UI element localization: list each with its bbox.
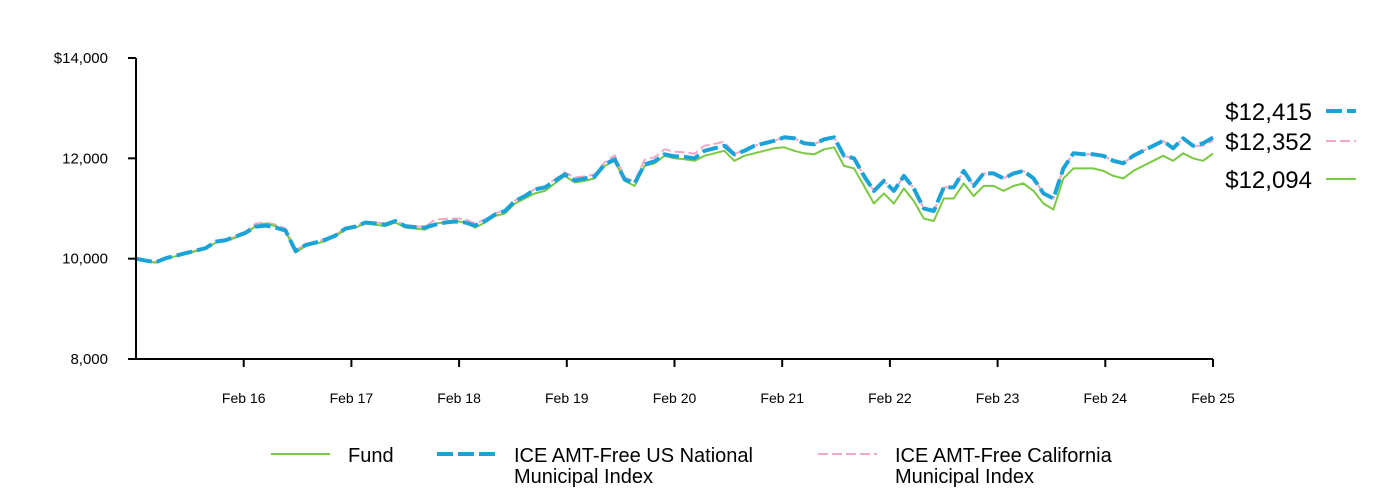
y-tick-label: 12,000 (62, 150, 108, 167)
end-value-labels: $12,415 $12,352 $12,094 (1225, 99, 1356, 194)
legend: Fund ICE AMT-Free US National Municipal In… (271, 445, 1113, 488)
y-tick-label: $14,000 (54, 50, 108, 67)
x-tick-label: Feb 17 (330, 390, 374, 406)
x-tick-label: Feb 21 (760, 390, 804, 406)
legend-label: ICE AMT-Free US National Municipal Index (514, 445, 753, 488)
y-tick-label: 10,000 (62, 251, 108, 268)
x-tick-label: Feb 22 (868, 390, 912, 406)
x-tick-label: Feb 18 (437, 390, 481, 406)
x-tick-label: Feb 20 (653, 390, 697, 406)
x-tick-label: Feb 19 (545, 390, 589, 406)
x-axis-ticks: Feb 16 Feb 17 Feb 18 Feb 19 Feb 20 Feb 21 Feb … (222, 359, 1235, 406)
series-lines (135, 135, 1215, 265)
y-tick-label: 8,000 (70, 351, 108, 368)
x-tick-label: Feb 23 (976, 390, 1020, 406)
series-line-us-national-index (135, 135, 1215, 265)
x-tick-label: Feb 24 (1084, 390, 1128, 406)
x-tick-label: Feb 16 (222, 390, 266, 406)
legend-label: Fund (348, 445, 394, 467)
end-value-label: $12,094 (1225, 167, 1312, 194)
end-value-label: $12,352 (1225, 129, 1312, 156)
x-tick-label: Feb 25 (1191, 390, 1235, 406)
legend-label: ICE AMT-Free California Municipal Index (895, 445, 1113, 488)
end-value-label: $12,415 (1225, 99, 1312, 126)
series-line-fund (135, 146, 1214, 264)
y-axis-ticks: 8,000 10,000 12,000 $14,000 (54, 50, 136, 368)
